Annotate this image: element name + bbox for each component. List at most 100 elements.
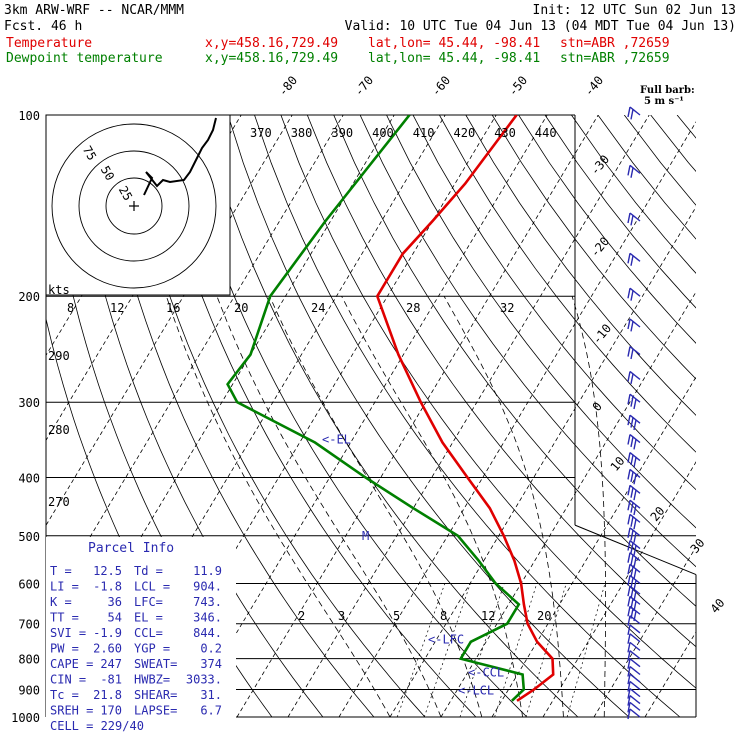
wind-barb-feather: [630, 554, 634, 566]
parcel-info-box: Parcel Info T = 12.5 Td = 11.9 LI = -1.8 LCL = 9…: [46, 537, 236, 733]
isotherm-label: -80: [276, 73, 301, 99]
dry-adiabat: [122, 115, 426, 718]
parcel-info-cell: -81: [100, 673, 122, 687]
wind-barbs: [627, 106, 641, 720]
dry-adiabat: [623, 115, 696, 206]
parcel-info-cell: CCL=: [134, 626, 163, 640]
dry-adiabat: [306, 115, 696, 648]
isotherm-line: [236, 115, 599, 718]
isotherm-line: [338, 121, 696, 718]
wind-barb: [629, 414, 641, 424]
isotherm-line: [440, 291, 696, 718]
pressure-tick-label: 400: [18, 471, 40, 485]
dry-adiabat: [412, 115, 696, 491]
wind-barb: [629, 318, 641, 328]
isotherm-label: -10: [590, 321, 615, 347]
isotherm-line: [46, 115, 242, 442]
mixing-ratio-line: [459, 583, 505, 718]
parcel-info-cell: 21.8: [93, 688, 122, 702]
mixing-ratio-line: [525, 583, 567, 718]
wind-barb-feather: [633, 545, 637, 556]
wind-barb-feather: [630, 566, 634, 577]
wind-barb: [629, 164, 641, 174]
wind-barb: [629, 393, 641, 403]
wind-barb-feather: [627, 552, 631, 563]
wind-barb: [629, 552, 641, 562]
theta-label: 410: [413, 126, 435, 140]
parcel-info-cell: 0.2: [200, 642, 222, 656]
parcel-info-cell: 170: [100, 704, 122, 718]
wind-barb-feather: [627, 596, 631, 607]
wind-barb: [629, 605, 641, 615]
dry-adiabat: [359, 115, 696, 568]
wind-barb: [629, 708, 641, 718]
temperature-profile: [375, 115, 555, 702]
wind-barb-feather: [633, 474, 637, 485]
isotherm-line: [644, 631, 696, 718]
parcel-info-cell: SVI =: [50, 626, 86, 640]
parcel-info-panel: [46, 537, 236, 727]
wind-barb: [629, 673, 641, 683]
theta-label: 380: [291, 126, 313, 140]
dry-adiabat: [280, 115, 696, 689]
mixing-ratio-label: 12: [110, 301, 124, 315]
hodograph-ring-label: 50: [98, 163, 117, 183]
hodograph-units: kts: [48, 283, 70, 297]
wind-barb: [629, 624, 641, 634]
mixing-ratio-label: 3: [338, 609, 345, 623]
wind-barb-feather: [630, 396, 634, 407]
parcel-info-cell: 3033.: [186, 673, 222, 687]
isotherm-line: [695, 716, 696, 717]
wind-barb-feather: [627, 575, 631, 586]
wind-barb: [629, 665, 641, 676]
barb-note-line1: Full barb:: [640, 85, 695, 96]
mixing-ratio-label: 5: [393, 609, 400, 623]
wind-barb: [629, 212, 641, 222]
isotherm-line: [46, 115, 344, 612]
mixing-ratio-label: 20: [234, 301, 248, 315]
wind-barb: [629, 539, 641, 550]
moist-adiabat: [443, 296, 564, 718]
isotherm-line: [46, 115, 395, 697]
dry-adiabat: [597, 115, 696, 240]
wind-barb-feather: [630, 255, 634, 266]
level-annotation: <-LFC: [428, 632, 464, 646]
parcel-info-cell: SHEAR=: [134, 688, 177, 702]
theta-label: 430: [494, 126, 516, 140]
wind-barb-feather: [633, 580, 637, 591]
dry-adiabat: [95, 115, 375, 718]
dewpoint-stn: stn=ABR ,72659: [560, 51, 670, 66]
wind-barb-feather: [630, 290, 634, 301]
level-annotation: <-CCL: [468, 666, 504, 680]
wind-barb-feather: [633, 457, 637, 468]
dry-adiabat: [148, 115, 477, 718]
dry-adiabat: [544, 115, 696, 309]
wind-barb: [629, 252, 641, 262]
wind-barb: [629, 658, 641, 668]
wind-barb-feather: [627, 615, 631, 626]
wind-barb-feather: [630, 436, 634, 448]
wind-barb-feather: [627, 688, 631, 699]
parcel-info-cell: TT =: [50, 611, 79, 625]
hodograph-trace: [143, 117, 217, 196]
wind-barb-feather: [627, 514, 631, 525]
isotherm-label: -30: [588, 152, 613, 178]
mixing-ratio-label: 2: [298, 609, 305, 623]
wind-barb-feather: [627, 673, 631, 685]
isotherm-line: [46, 115, 293, 527]
theta-label: 420: [454, 126, 476, 140]
wind-barb-feather: [627, 469, 631, 480]
wind-barb-feather: [633, 519, 637, 530]
parcel-info-cell: 247: [100, 657, 122, 671]
isotherm-label: -20: [588, 234, 613, 260]
wind-barb-feather: [627, 371, 631, 382]
wind-barb-feather: [627, 106, 631, 118]
isotherm-label: 30: [688, 536, 708, 556]
wind-barb: [629, 499, 641, 509]
parcel-info-cell: 844.: [193, 626, 222, 640]
wind-barb-feather: [627, 452, 631, 463]
wind-barb: [629, 527, 641, 537]
wind-barb: [629, 585, 641, 595]
theta-label: 390: [331, 126, 353, 140]
wind-barb: [629, 484, 641, 494]
